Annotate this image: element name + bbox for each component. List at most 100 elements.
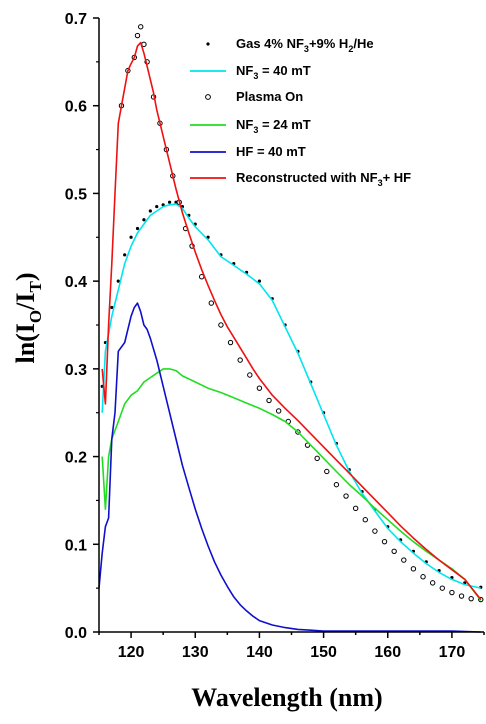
data-point [123,253,127,257]
series-line-hf_40 [98,302,481,633]
x-tick-label: 150 [310,644,337,661]
legend-text-part: NF [236,117,253,132]
series-line-nf3_40 [101,203,481,589]
legend-label: HF = 40 mT [236,144,306,159]
legend-item-plasma: Plasma On [205,89,303,104]
legend-text-part: /He [353,36,373,51]
series-line-recon [101,41,482,600]
y-tick-label: 0.3 [65,362,87,379]
data-point [458,593,465,599]
legend-subscript: 2 [348,44,353,54]
legend-label: NF3 = 40 mT [236,63,311,81]
y-tick-label: 0.2 [65,450,87,467]
data-point [135,226,140,231]
data-point [391,548,397,555]
data-point [352,505,359,512]
data-point [237,357,243,363]
data-point [208,300,214,306]
y-axis-title-suffix: ) [11,272,40,281]
legend-subscript: 3 [253,125,258,135]
legend-text-part: = 24 mT [258,117,310,132]
x-tick-label: 140 [246,644,273,661]
y-tick-label: 0.7 [65,11,87,28]
legend-label: Reconstructed with NF3+ HF [236,170,411,188]
legend-swatch [206,42,210,46]
legend-subscript: 3 [378,178,383,188]
data-point [401,557,407,563]
legend-item-nf3_24: NF3 = 24 mT [190,117,311,135]
series-recon [101,41,482,600]
legend-label: Plasma On [236,89,303,104]
data-point [468,595,474,602]
legend-subscript: 3 [253,71,258,81]
data-point [167,200,172,204]
data-point [381,538,388,545]
x-tick-label: 130 [182,644,209,661]
x-axis-title: Wavelength (nm) [191,683,382,712]
series-layer [98,24,484,633]
y-tick-label: 0.1 [65,537,87,554]
y-tick-label: 0.4 [65,274,87,291]
x-tick-label: 160 [374,644,401,661]
data-point [138,24,144,30]
data-point [116,279,120,283]
data-point [218,322,224,328]
data-point [148,209,152,213]
legend-item-recon: Reconstructed with NF3+ HF [190,170,411,188]
legend-item-nf3_40: NF3 = 40 mT [190,63,311,81]
legend-text-part: Gas 4% NF [236,36,304,51]
y-axis-title-mid: /I [11,292,40,310]
legend-text-part: = 40 mT [258,63,310,78]
legend-text-part: +9% H [309,36,348,51]
legend-text-part: + HF [383,170,412,185]
x-tick-label: 120 [118,644,145,661]
data-point [410,566,417,572]
data-point [266,397,272,404]
y-axis-ticks: 0.0 0.1 0.2 0.3 0.4 0.5 0.6 0.7 [65,11,99,642]
legend-text-part: NF [236,63,253,78]
y-axis-title-sub2: T [26,280,45,292]
legend-item-gas: Gas 4% NF3+9% H2/He [206,36,374,54]
y-axis-title-prefix: ln(I [11,323,40,363]
data-point [227,339,234,346]
data-point [257,279,262,283]
data-point [275,408,282,414]
series-line-nf3_24 [101,368,482,601]
legend-text-part: Reconstructed with NF [236,170,378,185]
x-tick-label: 170 [439,644,466,661]
data-point [420,574,426,580]
data-point [314,455,320,462]
plot-area: 0.0 0.1 0.2 0.3 0.4 0.5 0.6 0.7 120 130 140 150 160… [65,11,485,661]
y-tick-label: 0.0 [65,625,87,642]
data-point [129,235,133,239]
data-point [343,493,349,499]
x-axis-ticks: 120 130 140 150 160 170 [98,632,485,661]
series-gas [100,200,483,589]
y-tick-label: 0.6 [65,99,87,116]
y-axis-title-sub1: O [26,310,45,323]
data-point [429,580,436,586]
series-nf3_24 [101,368,482,601]
data-point [372,528,378,534]
series-plasma [118,24,484,603]
data-point [110,305,114,310]
data-point [324,468,330,475]
data-point [333,481,340,488]
legend-subscript: 3 [304,44,309,54]
data-point [449,589,455,596]
legend-swatch [205,94,211,100]
legend-text-part: Plasma On [236,89,303,104]
series-hf_40 [98,302,481,633]
data-point [247,372,253,378]
legend-text-part: HF = 40 mT [236,144,306,159]
legend-label: Gas 4% NF3+9% H2/He [236,36,374,54]
data-point [256,385,263,391]
data-point [362,517,368,523]
data-point [478,596,484,603]
data-point [134,32,141,39]
legend-item-hf_40: HF = 40 mT [190,144,306,159]
data-point [142,218,146,222]
data-point [155,204,159,209]
